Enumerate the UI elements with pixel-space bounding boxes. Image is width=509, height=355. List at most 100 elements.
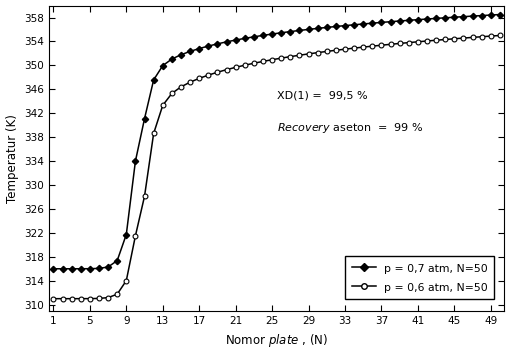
- p = 0,7 atm, N=50: [287, 29, 293, 34]
- Text: $\mathit{Recovery}$ aseton  =  99 %: $\mathit{Recovery}$ aseton = 99 %: [276, 121, 422, 136]
- p = 0,7 atm, N=50: [68, 267, 74, 271]
- p = 0,7 atm, N=50: [277, 31, 284, 35]
- p = 0,7 atm, N=50: [214, 42, 220, 46]
- p = 0,6 atm, N=50: [114, 292, 120, 296]
- p = 0,6 atm, N=50: [450, 37, 457, 41]
- p = 0,7 atm, N=50: [441, 16, 447, 20]
- p = 0,6 atm, N=50: [123, 279, 129, 283]
- p = 0,7 atm, N=50: [460, 15, 466, 19]
- p = 0,6 atm, N=50: [305, 52, 311, 56]
- p = 0,6 atm, N=50: [132, 234, 138, 238]
- p = 0,7 atm, N=50: [414, 17, 420, 22]
- p = 0,7 atm, N=50: [232, 38, 238, 42]
- p = 0,6 atm, N=50: [196, 76, 202, 81]
- p = 0,6 atm, N=50: [159, 103, 165, 108]
- p = 0,7 atm, N=50: [178, 53, 184, 57]
- p = 0,6 atm, N=50: [460, 36, 466, 40]
- p = 0,6 atm, N=50: [496, 33, 502, 38]
- p = 0,6 atm, N=50: [323, 49, 329, 54]
- p = 0,6 atm, N=50: [250, 61, 257, 65]
- p = 0,7 atm, N=50: [359, 22, 365, 26]
- p = 0,7 atm, N=50: [378, 20, 384, 24]
- Legend: p = 0,7 atm, N=50, p = 0,6 atm, N=50: p = 0,7 atm, N=50, p = 0,6 atm, N=50: [345, 256, 494, 299]
- p = 0,7 atm, N=50: [196, 47, 202, 51]
- p = 0,6 atm, N=50: [50, 296, 56, 301]
- p = 0,7 atm, N=50: [141, 116, 147, 121]
- p = 0,6 atm, N=50: [269, 58, 275, 62]
- p = 0,6 atm, N=50: [150, 131, 156, 136]
- p = 0,7 atm, N=50: [223, 40, 229, 44]
- p = 0,7 atm, N=50: [387, 20, 393, 24]
- p = 0,7 atm, N=50: [269, 32, 275, 36]
- p = 0,7 atm, N=50: [487, 13, 493, 17]
- p = 0,6 atm, N=50: [469, 35, 475, 39]
- p = 0,7 atm, N=50: [350, 23, 356, 27]
- p = 0,6 atm, N=50: [232, 65, 238, 70]
- p = 0,7 atm, N=50: [341, 23, 347, 28]
- p = 0,7 atm, N=50: [123, 233, 129, 237]
- p = 0,7 atm, N=50: [114, 258, 120, 263]
- Y-axis label: Temperatur (K): Temperatur (K): [6, 114, 18, 203]
- p = 0,7 atm, N=50: [260, 33, 266, 38]
- p = 0,6 atm, N=50: [287, 55, 293, 59]
- p = 0,7 atm, N=50: [205, 44, 211, 48]
- p = 0,7 atm, N=50: [87, 267, 93, 271]
- p = 0,7 atm, N=50: [150, 78, 156, 82]
- p = 0,7 atm, N=50: [96, 266, 102, 271]
- p = 0,6 atm, N=50: [332, 48, 338, 53]
- p = 0,6 atm, N=50: [68, 296, 74, 301]
- p = 0,7 atm, N=50: [187, 49, 193, 54]
- p = 0,6 atm, N=50: [105, 295, 111, 300]
- p = 0,7 atm, N=50: [159, 64, 165, 68]
- p = 0,7 atm, N=50: [477, 13, 484, 18]
- p = 0,7 atm, N=50: [50, 267, 56, 271]
- p = 0,6 atm, N=50: [350, 46, 356, 50]
- p = 0,6 atm, N=50: [296, 53, 302, 58]
- p = 0,7 atm, N=50: [450, 15, 457, 19]
- p = 0,7 atm, N=50: [250, 35, 257, 39]
- p = 0,7 atm, N=50: [132, 159, 138, 163]
- p = 0,7 atm, N=50: [323, 25, 329, 29]
- Line: p = 0,6 atm, N=50: p = 0,6 atm, N=50: [51, 33, 501, 301]
- p = 0,6 atm, N=50: [387, 42, 393, 47]
- p = 0,6 atm, N=50: [168, 91, 175, 95]
- p = 0,6 atm, N=50: [405, 40, 411, 45]
- p = 0,6 atm, N=50: [432, 38, 438, 42]
- p = 0,7 atm, N=50: [105, 265, 111, 269]
- p = 0,6 atm, N=50: [260, 59, 266, 64]
- p = 0,6 atm, N=50: [396, 41, 402, 45]
- p = 0,7 atm, N=50: [396, 19, 402, 23]
- p = 0,7 atm, N=50: [314, 26, 320, 31]
- Text: XD(1) =  99,5 %: XD(1) = 99,5 %: [276, 91, 366, 101]
- Line: p = 0,7 atm, N=50: p = 0,7 atm, N=50: [51, 12, 501, 271]
- p = 0,6 atm, N=50: [423, 39, 429, 43]
- p = 0,7 atm, N=50: [77, 267, 83, 271]
- p = 0,6 atm, N=50: [77, 296, 83, 301]
- p = 0,7 atm, N=50: [405, 18, 411, 22]
- p = 0,7 atm, N=50: [469, 14, 475, 18]
- p = 0,6 atm, N=50: [359, 45, 365, 49]
- p = 0,7 atm, N=50: [496, 12, 502, 17]
- p = 0,6 atm, N=50: [178, 85, 184, 89]
- p = 0,6 atm, N=50: [487, 34, 493, 38]
- p = 0,6 atm, N=50: [277, 56, 284, 60]
- p = 0,7 atm, N=50: [296, 28, 302, 33]
- p = 0,6 atm, N=50: [214, 70, 220, 75]
- p = 0,6 atm, N=50: [223, 67, 229, 72]
- p = 0,6 atm, N=50: [314, 50, 320, 55]
- p = 0,7 atm, N=50: [432, 16, 438, 21]
- p = 0,6 atm, N=50: [205, 73, 211, 77]
- p = 0,6 atm, N=50: [414, 40, 420, 44]
- p = 0,6 atm, N=50: [341, 47, 347, 51]
- p = 0,7 atm, N=50: [60, 267, 66, 271]
- p = 0,6 atm, N=50: [60, 296, 66, 301]
- p = 0,7 atm, N=50: [369, 21, 375, 25]
- p = 0,6 atm, N=50: [477, 34, 484, 39]
- p = 0,7 atm, N=50: [332, 24, 338, 29]
- p = 0,6 atm, N=50: [369, 44, 375, 48]
- p = 0,6 atm, N=50: [141, 194, 147, 198]
- p = 0,6 atm, N=50: [378, 43, 384, 47]
- p = 0,6 atm, N=50: [187, 80, 193, 84]
- p = 0,6 atm, N=50: [241, 63, 247, 67]
- p = 0,7 atm, N=50: [305, 27, 311, 32]
